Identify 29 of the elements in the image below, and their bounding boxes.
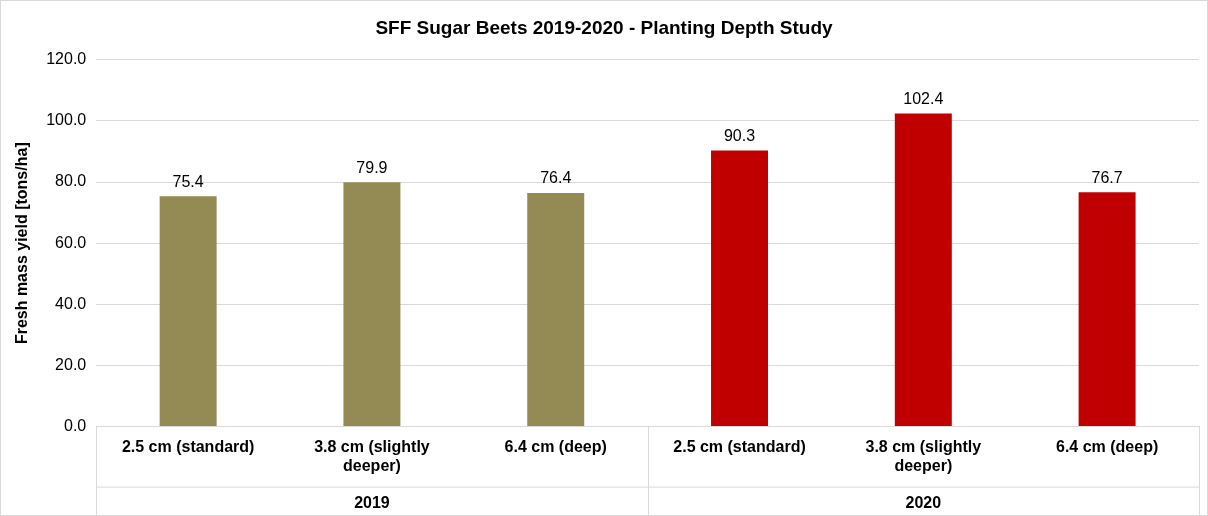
y-tick-label: 40.0	[55, 294, 87, 312]
chart-title: SFF Sugar Beets 2019-2020 - Planting Depth Study	[375, 16, 834, 38]
data-label: 76.4	[540, 169, 572, 187]
x-tick-label: 6.4 cm (deep)	[504, 437, 607, 455]
y-tick-label: 100.0	[46, 111, 87, 129]
x-tick-label: 2.5 cm (standard)	[673, 437, 806, 455]
x-tick-label: 3.8 cm (slightly deeper)	[865, 437, 982, 474]
x-tick-label: 2.5 cm (standard)	[121, 437, 255, 455]
y-axis-title: Fresh mass yield [tons/ha]	[13, 142, 31, 345]
bar	[527, 193, 585, 427]
x-tick-label: 3.8 cm (slightly deeper)	[314, 437, 430, 474]
data-label: 102.4	[903, 90, 944, 107]
y-tick-label: 20.0	[55, 355, 87, 373]
data-label: 90.3	[723, 126, 756, 144]
bar	[894, 113, 952, 427]
y-tick-label: 60.0	[55, 233, 87, 251]
bar	[159, 196, 217, 427]
text: 2020	[905, 493, 942, 511]
x-tick-label: 6.4 cm (deep)	[1055, 437, 1159, 455]
data-label: 76.7	[1091, 168, 1123, 186]
y-tick-label: 120.0	[46, 50, 87, 68]
bar	[711, 150, 768, 427]
y-tick-label: 0.0	[63, 417, 87, 435]
data-label: 75.4	[172, 172, 204, 190]
text: 2019	[354, 493, 390, 511]
data-label: 79.9	[356, 158, 388, 176]
bar	[343, 182, 401, 427]
bar	[1078, 192, 1136, 427]
y-tick-label: 80.0	[55, 172, 87, 190]
